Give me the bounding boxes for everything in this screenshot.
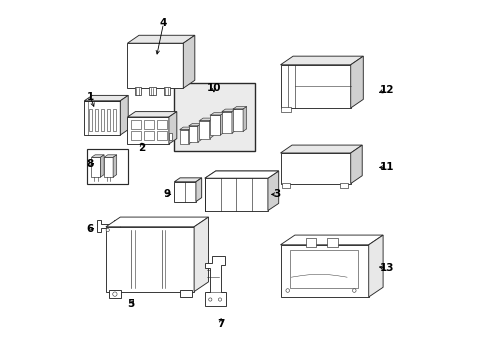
Polygon shape (183, 35, 194, 88)
Bar (131, 131, 141, 140)
Polygon shape (104, 155, 117, 157)
Text: 9: 9 (163, 189, 170, 199)
Bar (88, 109, 92, 131)
Polygon shape (179, 130, 188, 144)
Polygon shape (188, 126, 197, 142)
Text: 5: 5 (127, 299, 135, 309)
Bar (174, 83, 255, 151)
Text: 2: 2 (138, 143, 145, 153)
Polygon shape (204, 178, 267, 211)
Polygon shape (188, 123, 201, 126)
Bar (289, 250, 357, 288)
Polygon shape (280, 145, 362, 153)
Text: 13: 13 (379, 263, 393, 273)
Polygon shape (106, 227, 194, 292)
Polygon shape (267, 171, 278, 211)
Polygon shape (197, 123, 201, 142)
Bar (282, 183, 289, 188)
Polygon shape (84, 95, 128, 101)
Polygon shape (127, 43, 183, 88)
Bar (144, 120, 154, 129)
Polygon shape (113, 155, 117, 177)
Bar (163, 87, 170, 95)
Polygon shape (91, 155, 104, 157)
Text: 10: 10 (206, 83, 221, 93)
Polygon shape (280, 153, 350, 184)
Polygon shape (280, 65, 350, 108)
Polygon shape (104, 157, 113, 177)
Polygon shape (204, 171, 278, 178)
Bar (280, 107, 290, 112)
Polygon shape (97, 220, 120, 232)
Circle shape (352, 289, 355, 292)
Text: 3: 3 (273, 189, 280, 199)
Polygon shape (280, 56, 363, 65)
Bar (144, 131, 154, 140)
Circle shape (208, 298, 211, 301)
Polygon shape (231, 109, 235, 133)
Bar (157, 120, 167, 129)
Bar (107, 109, 110, 131)
Polygon shape (127, 35, 194, 43)
Polygon shape (204, 256, 226, 306)
Bar (168, 133, 172, 140)
Circle shape (285, 289, 289, 292)
Text: 8: 8 (86, 159, 94, 169)
Polygon shape (280, 245, 368, 297)
Bar (101, 109, 104, 131)
Bar (134, 87, 141, 95)
Polygon shape (209, 118, 213, 139)
Polygon shape (179, 127, 192, 130)
Polygon shape (243, 107, 246, 131)
Polygon shape (127, 112, 177, 117)
Polygon shape (350, 145, 362, 184)
Polygon shape (199, 118, 213, 121)
Polygon shape (368, 235, 382, 297)
Bar (179, 290, 192, 297)
Polygon shape (210, 113, 224, 115)
Polygon shape (204, 171, 278, 178)
Text: 4: 4 (160, 18, 167, 28)
Bar (113, 109, 116, 131)
Polygon shape (168, 112, 177, 144)
Polygon shape (232, 109, 243, 131)
Bar (339, 183, 347, 188)
Text: 11: 11 (379, 162, 393, 172)
Polygon shape (232, 107, 246, 109)
Bar (305, 238, 316, 247)
Polygon shape (120, 95, 128, 135)
Polygon shape (350, 56, 363, 108)
Circle shape (113, 292, 117, 296)
Text: 6: 6 (86, 224, 94, 234)
Bar (131, 120, 141, 129)
Text: 12: 12 (379, 85, 393, 95)
Polygon shape (280, 235, 382, 245)
Polygon shape (127, 117, 168, 144)
Circle shape (218, 298, 221, 301)
Bar (326, 238, 337, 247)
Polygon shape (91, 157, 101, 177)
Polygon shape (174, 178, 201, 182)
Polygon shape (188, 127, 192, 144)
Polygon shape (196, 178, 201, 202)
Text: 7: 7 (217, 319, 224, 329)
Circle shape (106, 228, 109, 232)
Text: 1: 1 (86, 92, 94, 102)
Bar (108, 290, 121, 298)
Polygon shape (106, 217, 208, 227)
Polygon shape (210, 115, 220, 135)
Bar (87, 149, 128, 184)
Polygon shape (199, 121, 209, 139)
Polygon shape (222, 112, 231, 133)
Polygon shape (220, 113, 224, 135)
Polygon shape (194, 217, 208, 292)
Bar (157, 131, 167, 140)
Polygon shape (174, 182, 196, 202)
Bar (95, 109, 98, 131)
Polygon shape (84, 101, 120, 135)
Bar (149, 87, 155, 95)
Polygon shape (222, 109, 235, 112)
Polygon shape (101, 155, 104, 177)
